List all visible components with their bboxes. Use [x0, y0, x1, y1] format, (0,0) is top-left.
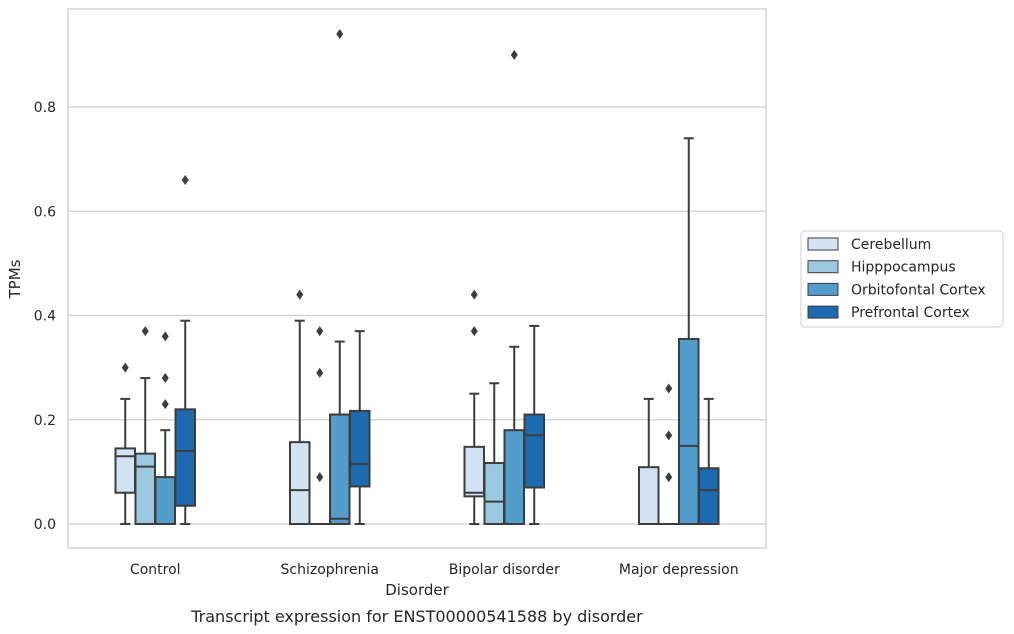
x-tick-label: Control [130, 562, 181, 578]
box-body [289, 441, 311, 526]
box-body [134, 452, 156, 526]
outlier-point [296, 289, 304, 300]
legend-swatch [807, 305, 839, 319]
box-body [698, 467, 720, 526]
box-body [114, 447, 136, 494]
legend-swatch [807, 237, 839, 251]
legend-label: Prefrontal Cortex [851, 305, 970, 321]
outlier-point [141, 326, 149, 337]
box-body [154, 476, 176, 525]
outlier-point [181, 174, 189, 185]
outlier-point [470, 289, 478, 300]
box-body [349, 409, 371, 488]
outlier-point [510, 49, 518, 60]
y-tick-label: 0.8 [34, 100, 56, 116]
box-orbitofontal-cortex [503, 49, 525, 525]
x-tick-labels: Control Schizophrenia Bipolar disorder Majo… [130, 562, 739, 578]
y-tick-label: 0.6 [34, 204, 56, 220]
box-orbitofontal-cortex [154, 331, 176, 525]
legend-swatch [807, 282, 839, 296]
boxes-layer [114, 29, 720, 526]
outlier-point [665, 430, 673, 441]
box-cerebellum [289, 289, 311, 526]
box-body [483, 462, 505, 526]
box-prefrontal-cortex [523, 324, 545, 525]
y-tick-label: 0.4 [34, 309, 56, 325]
outlier-point [161, 399, 169, 410]
box-body [503, 429, 525, 525]
outlier-point [316, 472, 324, 483]
box-prefrontal-cortex [349, 330, 371, 525]
outlier-point [121, 362, 129, 373]
box-hipppocampus [483, 382, 505, 526]
outlier-point [470, 326, 478, 337]
x-tick-label: Schizophrenia [281, 562, 379, 578]
y-tick-labels: 0.0 0.2 0.4 0.6 0.8 [34, 100, 56, 533]
legend-label: Orbitofontal Cortex [851, 282, 986, 298]
outlier-point [336, 29, 344, 40]
x-axis-label: Disorder [385, 581, 449, 599]
box-prefrontal-cortex [174, 174, 196, 525]
box-prefrontal-cortex [698, 397, 720, 526]
box-orbitofontal-cortex [329, 29, 351, 526]
legend-items: Cerebellum Hipppocampus Orbitofontal Corte… [807, 237, 986, 321]
box-body [329, 413, 351, 526]
outlier-point [161, 331, 169, 342]
y-tick-label: 0.2 [34, 413, 56, 429]
y-tick-label: 0.0 [34, 517, 56, 533]
box-body [678, 337, 700, 525]
outlier-point [665, 383, 673, 394]
box-body [463, 445, 485, 498]
outlier-point [316, 367, 324, 378]
box-cerebellum [638, 397, 660, 525]
y-axis-label: TPMs [6, 259, 24, 299]
plot-frame [67, 8, 767, 549]
box-body [174, 408, 196, 507]
chart-caption: Transcript expression for ENST0000054158… [190, 607, 643, 626]
box-body [523, 413, 545, 489]
box-hipppocampus [309, 326, 331, 526]
x-tick-label: Major depression [619, 562, 739, 578]
box-body [638, 466, 660, 525]
outlier-point [316, 326, 324, 337]
legend-swatch [807, 260, 839, 274]
legend-label: Hipppocampus [851, 260, 956, 276]
legend: Cerebellum Hipppocampus Orbitofontal Corte… [800, 230, 1004, 328]
outlier-point [665, 472, 673, 483]
outlier-point [161, 373, 169, 384]
legend-label: Cerebellum [851, 237, 931, 253]
box-hipppocampus [658, 383, 680, 526]
x-tick-label: Bipolar disorder [449, 562, 560, 578]
box-orbitofontal-cortex [678, 137, 700, 525]
legend-frame [800, 230, 1004, 328]
plot-background [68, 9, 766, 548]
